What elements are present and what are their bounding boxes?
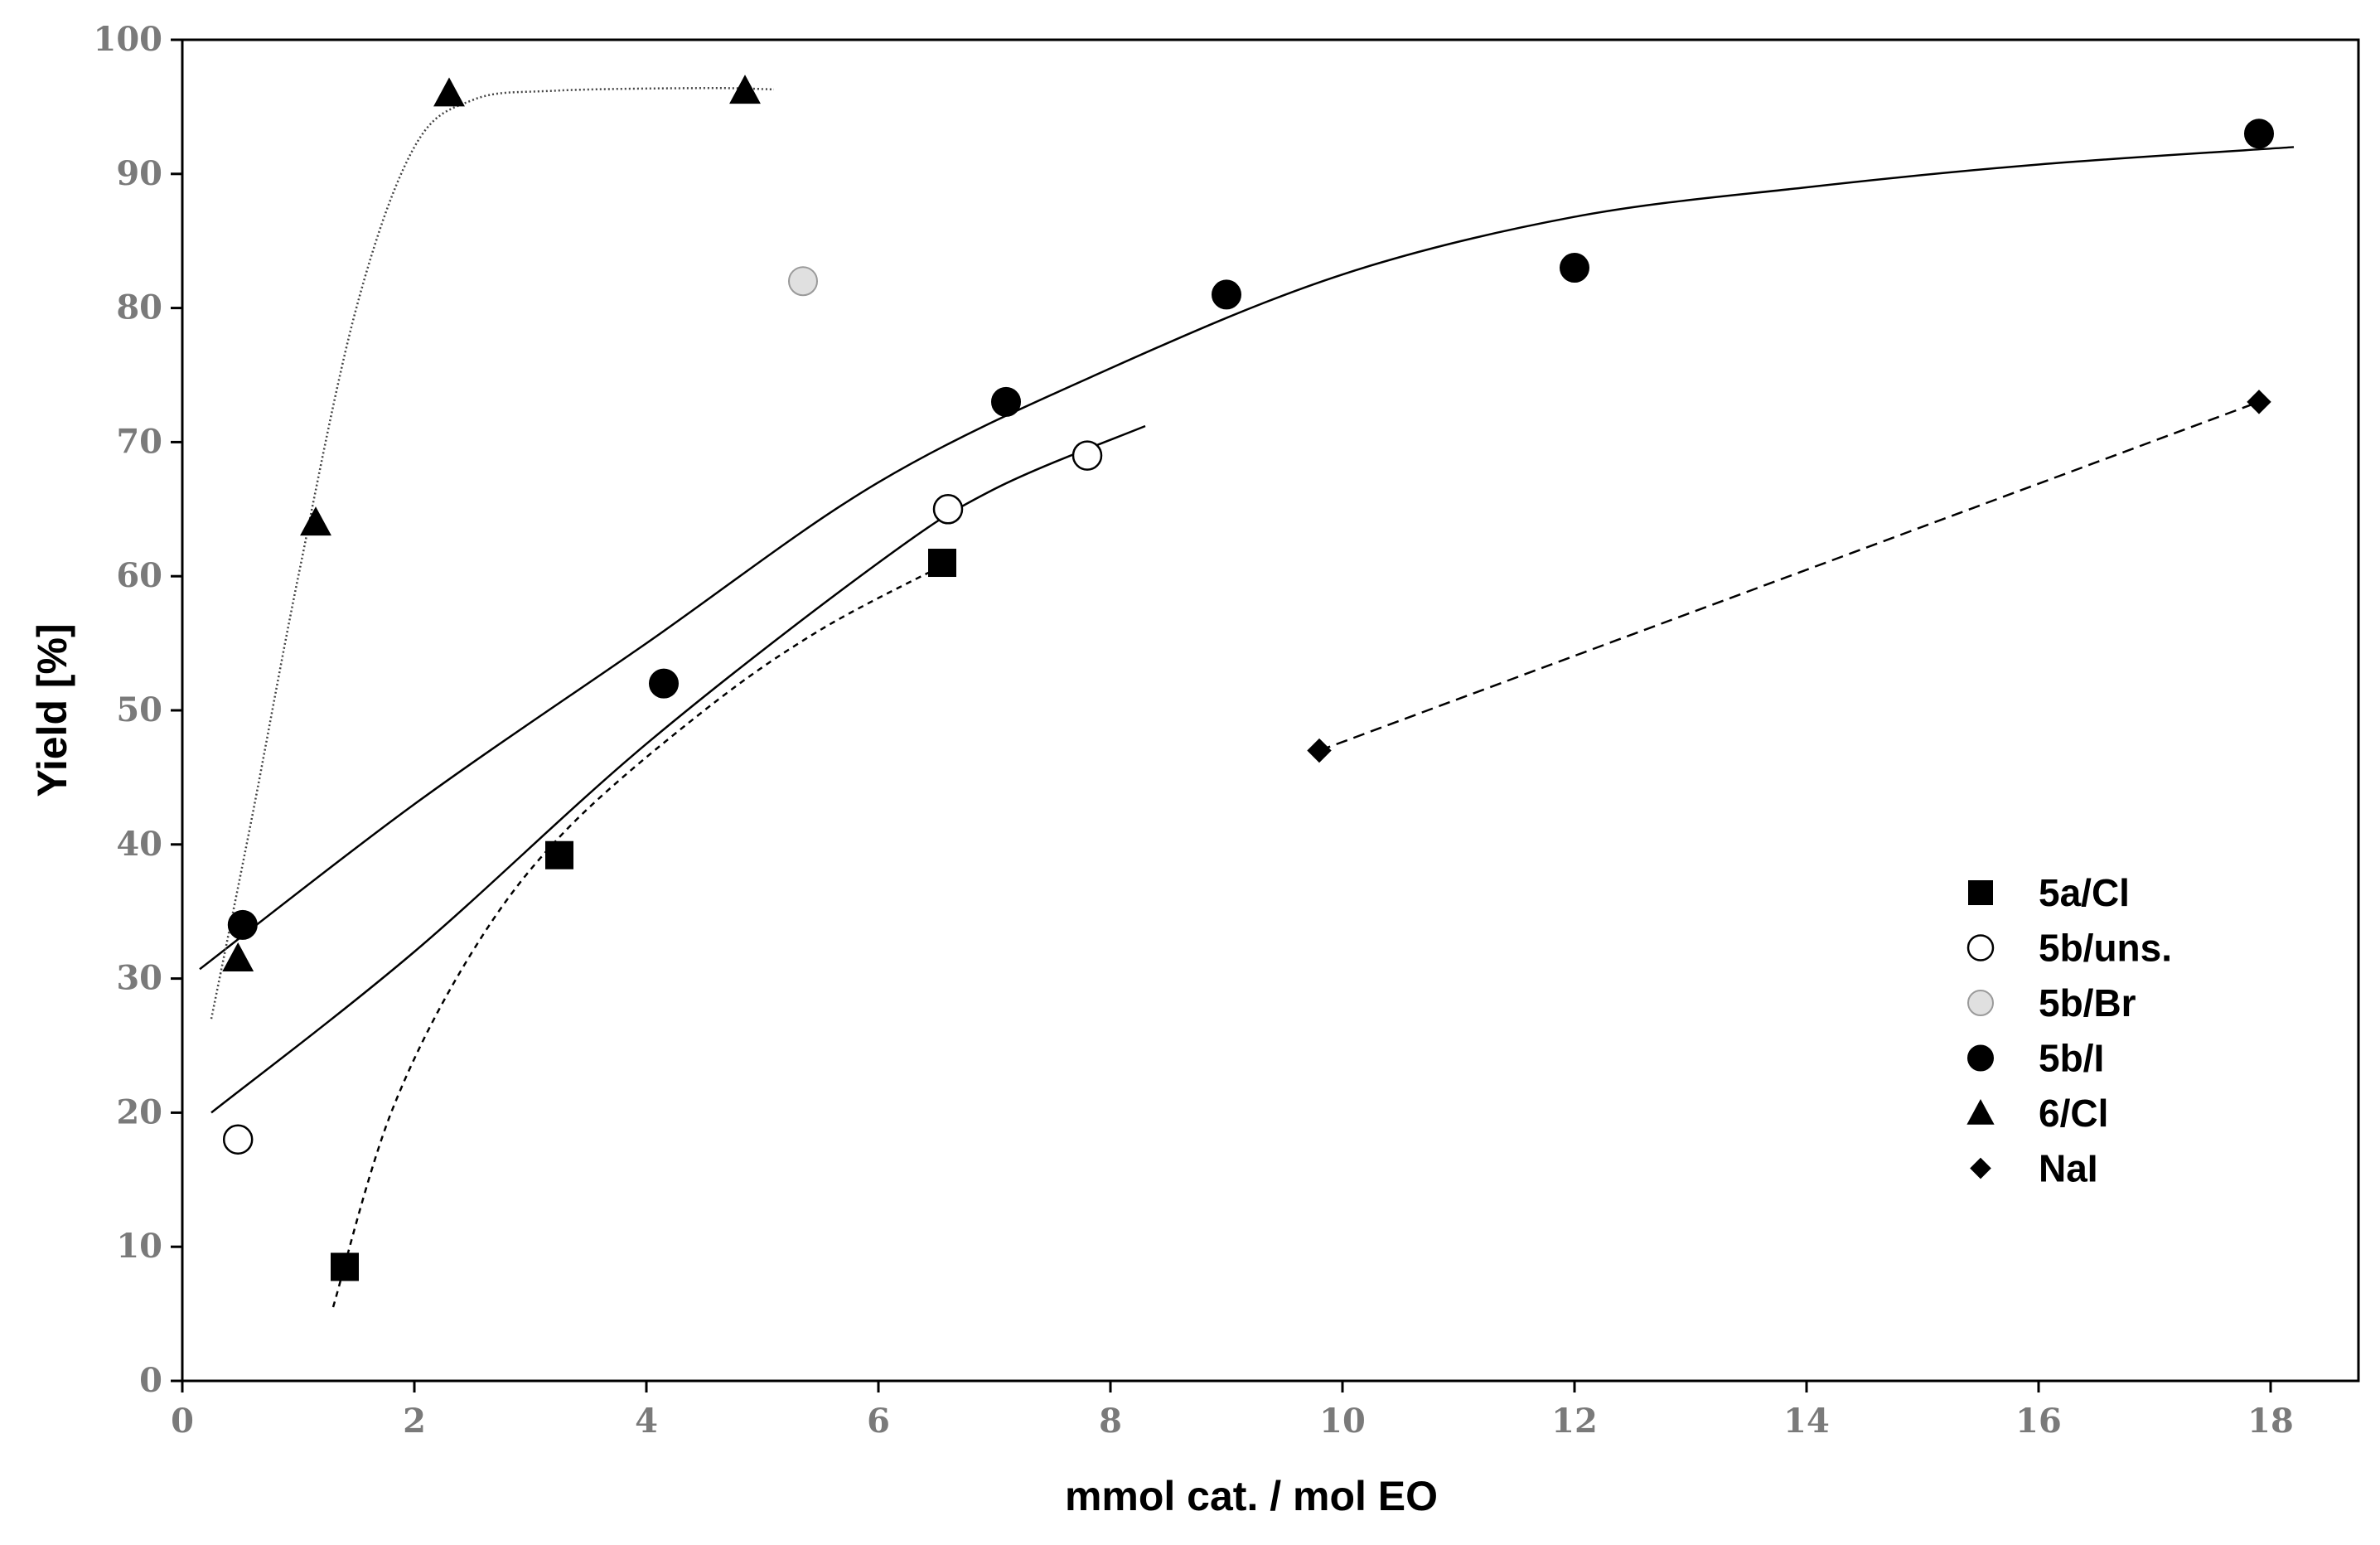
fit-line-5b-i [199, 146, 2295, 971]
x-tick-label: 16 [2015, 1402, 2062, 1441]
y-tick-label: 60 [116, 556, 162, 595]
x-tick-label: 6 [867, 1402, 890, 1441]
point-nai [1307, 738, 1332, 763]
legend-marker [1967, 990, 1994, 1016]
y-tick-label: 80 [116, 288, 162, 327]
legend: 5a/Cl 5b/uns. 5b/Br 5b/I 6/Cl NaI [1966, 871, 2172, 1190]
legend-label: 5a/Cl [2039, 871, 2130, 914]
point-6-cl [222, 942, 254, 971]
point-6-cl [729, 75, 761, 104]
point-nai [2247, 390, 2271, 414]
legend-marker [1968, 880, 1993, 905]
point-5b-i [1212, 279, 1241, 310]
y-tick-label: 100 [94, 20, 163, 59]
y-tick-label: 10 [116, 1227, 162, 1266]
y-tick-label: 40 [116, 825, 162, 864]
legend-marker [1967, 1044, 1994, 1072]
x-tick-label: 14 [1783, 1402, 1830, 1441]
x-tick-label: 0 [171, 1402, 194, 1441]
x-tick-label: 8 [1099, 1402, 1122, 1441]
point-5b-i [649, 668, 679, 699]
legend-label: 5b/I [2039, 1037, 2104, 1080]
data-markers [222, 75, 2274, 1281]
x-tick-label: 12 [1551, 1402, 1598, 1441]
point-6-cl [300, 506, 331, 536]
point-5b-i [1560, 253, 1589, 283]
x-tick-label: 4 [635, 1402, 658, 1441]
legend-label: 5b/Br [2039, 981, 2136, 1024]
point-5b-i [2244, 119, 2274, 149]
y-tick-label: 70 [116, 422, 162, 461]
fit-line-5a-cl [331, 561, 949, 1308]
x-tick-label: 18 [2247, 1402, 2294, 1441]
point-5b-uns- [1071, 440, 1103, 471]
legend-marker [1966, 1098, 1995, 1125]
legend-marker [1966, 934, 1995, 961]
point-5b-i [227, 909, 258, 940]
fit-curves [199, 86, 2295, 1308]
y-tick-label: 30 [116, 959, 162, 998]
point-5b-uns- [932, 494, 964, 525]
x-tick-label: 10 [1319, 1402, 1366, 1441]
point-5a-cl [545, 840, 573, 869]
point-5a-cl [928, 549, 956, 578]
legend-label: 6/Cl [2039, 1092, 2108, 1135]
y-tick-label: 50 [116, 690, 162, 729]
x-axis-title: mmol cat. / mol EO [1065, 1473, 1438, 1519]
y-axis-title: Yield [%] [29, 623, 75, 797]
point-6-cl [433, 77, 465, 107]
point-5b-br [788, 266, 818, 297]
point-5b-uns- [222, 1124, 254, 1155]
y-tick-label: 0 [139, 1361, 162, 1400]
fit-line-6-cl [210, 86, 775, 1020]
legend-marker [1970, 1157, 1991, 1179]
fit-line-5b-uns- [210, 424, 1146, 1114]
y-tick-label: 90 [116, 154, 162, 193]
y-tick-label: 20 [116, 1092, 162, 1131]
legend-label: 5b/uns. [2039, 927, 2172, 970]
x-tick-label: 2 [403, 1402, 426, 1441]
point-5a-cl [331, 1252, 359, 1281]
x-axis: 0 2 4 6 8 10 12 14 16 18 [171, 1381, 2294, 1441]
y-axis: 0 10 20 30 40 50 60 70 80 90 100 [94, 20, 182, 1400]
point-5b-i [991, 386, 1021, 417]
legend-label: NaI [2039, 1147, 2098, 1190]
fit-line-nai [1318, 400, 2260, 752]
